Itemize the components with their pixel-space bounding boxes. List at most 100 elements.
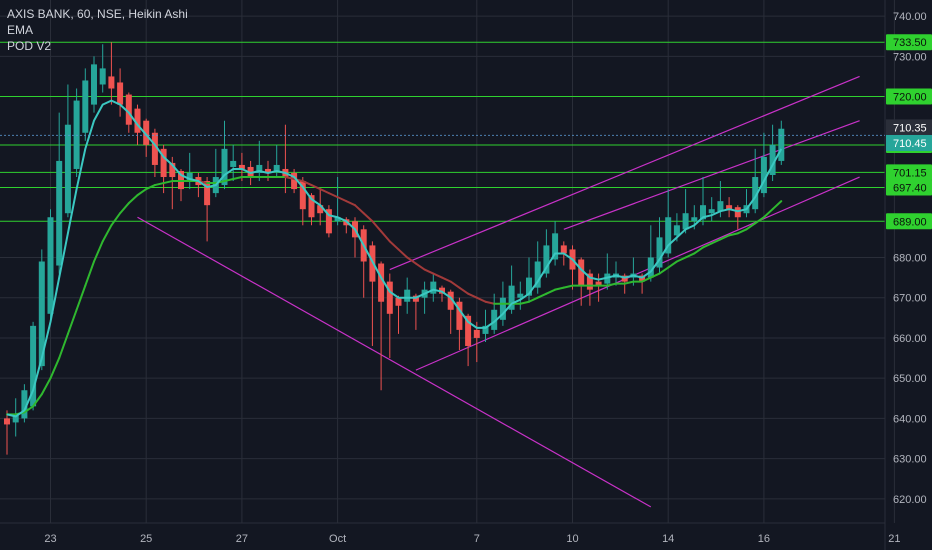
ema-slow-segment <box>66 308 78 335</box>
level-label-box <box>886 88 932 105</box>
candle-body <box>482 325 489 334</box>
candle-body <box>665 217 672 254</box>
candle-body <box>117 82 124 105</box>
candle-body <box>221 148 228 186</box>
ema-slow-segment <box>362 212 374 223</box>
ema-slow-segment <box>414 262 426 271</box>
level-label: 701.15 <box>893 167 927 179</box>
candle-body <box>708 209 715 214</box>
candle-body <box>134 108 141 133</box>
ema-slow-segment <box>232 176 243 181</box>
ema-slow-segment <box>623 280 635 285</box>
candle-body <box>517 293 524 298</box>
ema-slow-segment <box>449 280 461 289</box>
ema-slow-segment <box>484 300 496 305</box>
ema-slow-segment <box>32 393 43 408</box>
ema-slow-segment <box>710 238 722 245</box>
candle-body <box>752 177 759 210</box>
ema-slow-segment <box>388 240 400 251</box>
ema-slow-segment <box>771 200 783 211</box>
candle-body <box>595 281 602 286</box>
candle-body <box>656 237 663 268</box>
level-label: 733.50 <box>893 37 927 49</box>
candle-body <box>430 281 437 294</box>
ema-slow-segment <box>319 188 330 195</box>
ema-slow-segment <box>641 276 652 283</box>
ema-slow-segment <box>528 296 539 303</box>
ema-slow-segment <box>75 284 87 311</box>
candle-body <box>178 170 184 190</box>
ema-slow-segment <box>675 256 687 263</box>
level-label: 697.40 <box>893 182 927 194</box>
candle-body <box>700 205 706 220</box>
level-label-box <box>886 164 932 181</box>
candle-body <box>151 132 158 165</box>
candle-body <box>726 205 733 210</box>
time-tick-label: 25 <box>140 533 152 545</box>
candle-body <box>273 164 280 171</box>
ema-slow-segment <box>536 292 548 299</box>
time-tick-label: 7 <box>474 533 480 545</box>
candle-body <box>412 295 419 302</box>
ema-slow-segment <box>441 276 452 283</box>
trend-line <box>137 216 652 508</box>
candle-body <box>447 291 454 310</box>
candle-body <box>673 225 680 236</box>
ema-slow-segment <box>406 256 417 265</box>
ema-slow-segment <box>371 220 383 233</box>
candle-body <box>647 257 654 278</box>
ema-slow-segment <box>467 292 478 299</box>
ema-slow-segment <box>49 357 61 380</box>
candle-body <box>586 273 593 290</box>
ema-slow-segment <box>84 260 95 287</box>
symbol-title[interactable]: AXIS BANK, 60, NSE, Heikin Ashi <box>7 7 188 21</box>
time-tick-label: 27 <box>236 533 248 545</box>
ema-slow-segment <box>354 204 365 215</box>
price-tag-box <box>886 134 932 151</box>
ema-slow-segment <box>153 182 165 187</box>
ema-slow-segment <box>658 266 670 275</box>
ema-fast-line <box>6 99 783 418</box>
candle-body <box>38 261 45 367</box>
candle-body <box>769 144 776 176</box>
ema-slow-segment <box>93 240 104 263</box>
candle-body <box>265 168 271 173</box>
ema-indicator-label[interactable]: EMA <box>7 23 34 37</box>
ema-slow-segment <box>728 232 739 237</box>
candle-body <box>56 160 63 266</box>
candle-body <box>378 263 385 302</box>
pod-indicator-label[interactable]: POD V2 <box>7 39 52 53</box>
candle-body <box>560 245 567 254</box>
candle-body <box>760 156 767 194</box>
ema-slow-segment <box>745 222 757 231</box>
time-tick-label: 10 <box>566 533 578 545</box>
candle-body <box>4 418 10 425</box>
price-axis[interactable]: 620.00 630.00 640.00 650.00 660.00 670.00 680.… <box>893 11 927 506</box>
chart-legend: AXIS BANK, 60, NSE, Heikin Ashi EMA POD … <box>7 6 188 54</box>
candle-body <box>12 414 19 423</box>
candle-body <box>691 217 698 222</box>
trend-lines[interactable] <box>137 75 860 508</box>
time-tick-label: 14 <box>662 533 674 545</box>
ema-slow-segment <box>519 300 530 305</box>
candles <box>4 42 785 455</box>
ema-slow-segment <box>432 272 443 279</box>
price-tag-label: 710.45 <box>893 138 927 150</box>
ema-slow-segment <box>119 202 130 215</box>
candle-body <box>64 124 71 214</box>
ema-slow-segment <box>397 248 409 259</box>
candle-body <box>508 285 515 310</box>
candle-body <box>204 181 211 206</box>
candle-body <box>291 172 298 190</box>
candle-body <box>308 195 315 218</box>
candle-body <box>125 94 132 125</box>
candle-body <box>717 201 724 212</box>
candle-body <box>73 100 80 169</box>
time-tick-label: 16 <box>758 533 770 545</box>
time-axis[interactable]: 23 25 27 Oct 7 10 14 16 21 <box>44 533 900 545</box>
candle-body <box>30 325 37 407</box>
candle-body <box>47 217 54 314</box>
candle-body <box>552 233 559 260</box>
